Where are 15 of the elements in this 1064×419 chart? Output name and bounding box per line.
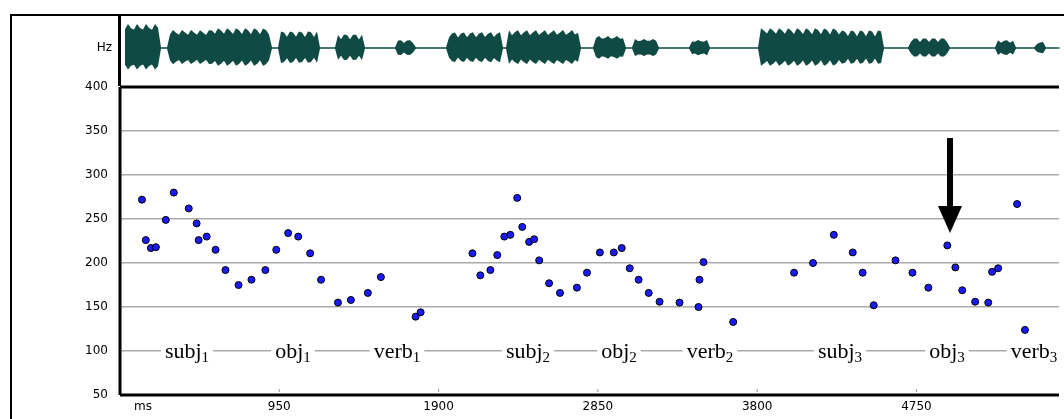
x-tick-label: 1900: [423, 399, 454, 414]
x-tick-label: 2850: [582, 399, 614, 414]
y-tick-label: 50: [92, 387, 108, 402]
y-tick-label: 400: [85, 79, 108, 94]
y-tick-label: 250: [85, 211, 108, 226]
x-tick-label: 3800: [741, 399, 773, 414]
y-tick-label: 200: [85, 255, 108, 270]
x-tick-label: 950: [267, 399, 291, 414]
y-tick-label: 100: [85, 343, 108, 358]
y-tick-label: 150: [85, 299, 108, 314]
x-axis-title: ms: [134, 399, 152, 414]
y-tick-label: 300: [85, 167, 108, 182]
y-axis-title: Hz: [96, 40, 112, 55]
y-tick-label: 350: [85, 123, 108, 138]
x-tick-label: 4750: [901, 399, 932, 414]
